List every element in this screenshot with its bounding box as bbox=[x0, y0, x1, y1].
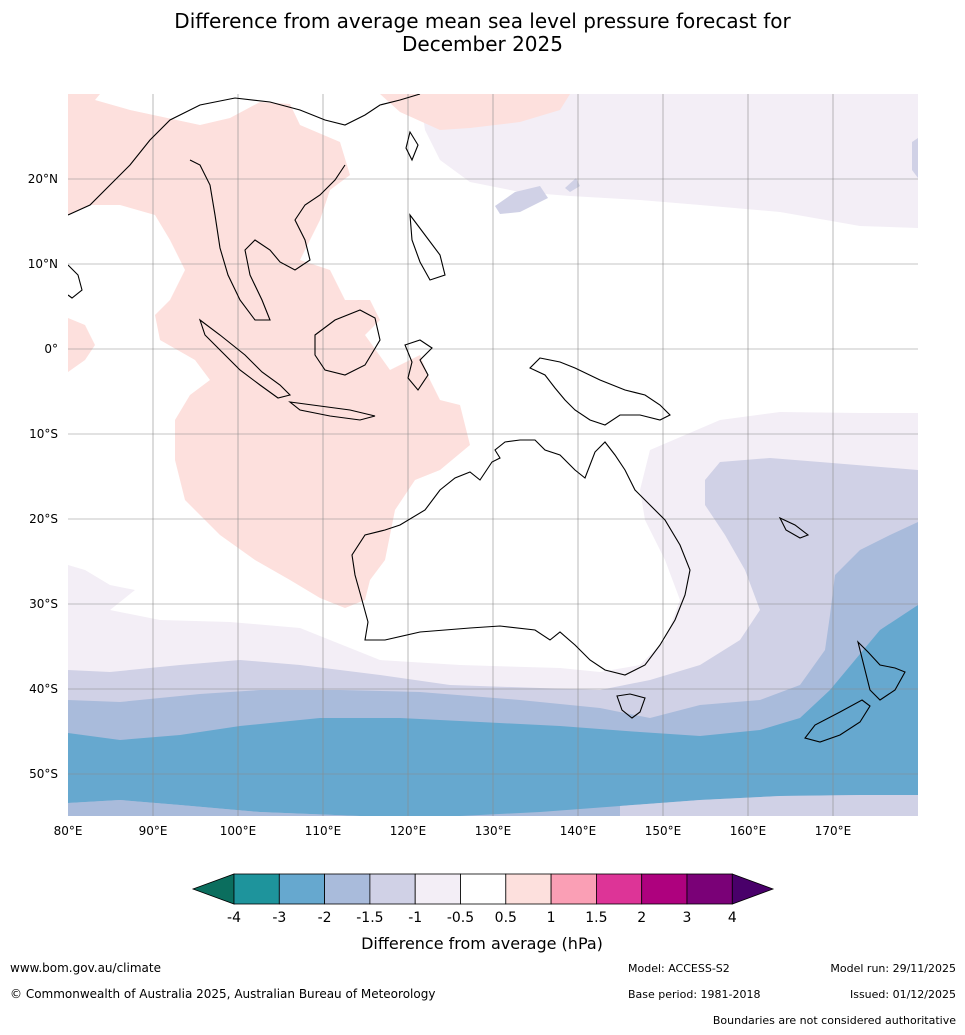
colorbar-labels: -4 -3 -2 -1.5 -1 -0.5 0.5 1 1.5 2 3 4 bbox=[227, 910, 737, 926]
colorbar-swatch bbox=[505, 873, 552, 905]
longitude-labels: 80°E 90°E 100°E 110°E 120°E 130°E 140°E … bbox=[54, 824, 852, 838]
colorbar-tick-label: -3 bbox=[272, 910, 286, 926]
coast-java bbox=[288, 401, 376, 421]
positive-region-asia bbox=[68, 94, 470, 608]
colorbar-tick-label: -4 bbox=[227, 910, 241, 926]
lat-label: 40°S bbox=[29, 682, 58, 696]
coast-philippines bbox=[409, 213, 446, 281]
coastlines bbox=[68, 94, 906, 743]
lat-label: 10°N bbox=[28, 257, 58, 271]
copyright-text: © Commonwealth of Australia 2025, Austra… bbox=[10, 987, 436, 1001]
colorbar-tick-label: -0.5 bbox=[447, 910, 474, 926]
coast-sumatra bbox=[198, 318, 292, 399]
lat-label: 30°S bbox=[29, 597, 58, 611]
colorbar-tick-label: 0.5 bbox=[495, 910, 517, 926]
model-run: Model run: 29/11/2025 bbox=[830, 962, 956, 975]
lon-label: 90°E bbox=[139, 824, 168, 838]
positive-region-north bbox=[380, 94, 570, 130]
lon-label: 170°E bbox=[815, 824, 852, 838]
lat-label: 10°S bbox=[29, 427, 58, 441]
coast-asia bbox=[68, 94, 421, 321]
colorbar-tick-label: -1.5 bbox=[356, 910, 383, 926]
lat-label: 0° bbox=[44, 342, 58, 356]
band-north-neg1 bbox=[420, 94, 918, 228]
graticule bbox=[68, 94, 918, 816]
lon-label: 80°E bbox=[54, 824, 83, 838]
lon-label: 130°E bbox=[475, 824, 512, 838]
coast-australia bbox=[351, 439, 691, 676]
colorbar-swatch bbox=[460, 873, 507, 905]
colorbar-arrow-high bbox=[731, 873, 775, 905]
title-line-2: December 2025 bbox=[402, 32, 563, 56]
band-south-neg2-b bbox=[68, 800, 360, 816]
band-south-neg3 bbox=[68, 605, 918, 816]
pressure-anomaly-map: 20°N 10°N 0° 10°S 20°S 30°S 40°S 50°S 80… bbox=[28, 94, 918, 838]
colorbar-swatch bbox=[324, 873, 371, 905]
colorbar-swatch bbox=[278, 873, 325, 905]
coast-sri-lanka bbox=[68, 264, 83, 299]
coast-new-caledonia bbox=[778, 516, 810, 539]
lon-label: 150°E bbox=[645, 824, 682, 838]
band-north-neg1_5-b bbox=[565, 178, 580, 192]
coast-new-guinea bbox=[529, 357, 671, 426]
coast-new-zealand-south bbox=[804, 699, 871, 743]
colorbar-swatch bbox=[596, 873, 643, 905]
band-south-neg1_5-c bbox=[620, 795, 918, 816]
boundaries-disclaimer: Boundaries are not considered authoritat… bbox=[712, 1014, 956, 1027]
map-title: Difference from average mean sea level p… bbox=[0, 10, 965, 56]
lon-label: 100°E bbox=[220, 824, 257, 838]
coast-borneo bbox=[314, 309, 381, 376]
colorbar-swatch bbox=[233, 873, 280, 905]
colorbar-swatch bbox=[369, 873, 416, 905]
map-frame bbox=[68, 94, 918, 816]
lon-label: 110°E bbox=[305, 824, 342, 838]
colorbar-arrow-low bbox=[191, 873, 235, 905]
title-line-1: Difference from average mean sea level p… bbox=[174, 9, 791, 33]
coast-sulawesi bbox=[404, 339, 433, 391]
colorbar-tick-label: 3 bbox=[683, 910, 692, 926]
lat-label: 50°S bbox=[29, 767, 58, 781]
lat-label: 20°S bbox=[29, 512, 58, 526]
lat-label: 20°N bbox=[28, 172, 58, 186]
colorbar-swatch bbox=[550, 873, 597, 905]
band-north-neg1_5-c bbox=[912, 138, 918, 178]
colorbar-swatch bbox=[686, 873, 733, 905]
colorbar-tick-label: 4 bbox=[728, 910, 737, 926]
base-period: Base period: 1981-2018 bbox=[628, 988, 761, 1001]
lon-label: 120°E bbox=[390, 824, 427, 838]
colorbar-swatch bbox=[641, 873, 688, 905]
lon-label: 140°E bbox=[560, 824, 597, 838]
coast-taiwan bbox=[405, 130, 419, 162]
colorbar-tick-label: -1 bbox=[408, 910, 422, 926]
latitude-labels: 20°N 10°N 0° 10°S 20°S 30°S 40°S 50°S bbox=[28, 172, 58, 781]
model-name: Model: ACCESS-S2 bbox=[628, 962, 730, 975]
colorbar-tick-label: 2 bbox=[637, 910, 646, 926]
colorbar-title: Difference from average (hPa) bbox=[361, 934, 603, 953]
website-link[interactable]: www.bom.gov.au/climate bbox=[10, 961, 161, 975]
lon-label: 160°E bbox=[730, 824, 767, 838]
coast-new-zealand-north bbox=[856, 640, 906, 701]
issued-date: Issued: 01/12/2025 bbox=[849, 988, 956, 1001]
colorbar-swatch bbox=[414, 873, 461, 905]
colorbar-tick-label: 1.5 bbox=[585, 910, 607, 926]
positive-region-west bbox=[68, 318, 95, 372]
coast-tasmania bbox=[616, 693, 646, 719]
colorbar-tick-label: -2 bbox=[318, 910, 332, 926]
band-north-neg1_5 bbox=[495, 186, 548, 214]
colorbar-tick-label: 1 bbox=[547, 910, 556, 926]
